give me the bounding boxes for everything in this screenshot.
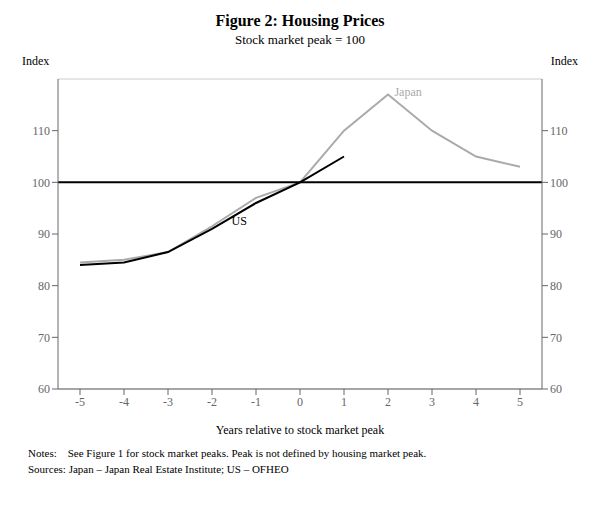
- svg-text:90: 90: [550, 227, 562, 241]
- svg-text:-5: -5: [75, 395, 85, 409]
- html-text:Stock market peak = 100: Stock market peak = 100: [235, 32, 365, 47]
- svg-text:-3: -3: [163, 395, 173, 409]
- svg-text:US: US: [232, 214, 247, 228]
- svg-text:5: 5: [517, 395, 523, 409]
- svg-text:90: 90: [38, 227, 50, 241]
- svg-text:-4: -4: [119, 395, 129, 409]
- html-text:Sources: Japan – Japan Real Es: Sources: Japan – Japan Real Estate Insti…: [28, 463, 289, 475]
- svg-text:110: 110: [32, 124, 50, 138]
- svg-text:-2: -2: [207, 395, 217, 409]
- svg-text:2: 2: [385, 395, 391, 409]
- svg-text:Japan: Japan: [394, 85, 421, 99]
- svg-text:Years relative to stock market: Years relative to stock market peak: [216, 423, 384, 437]
- svg-text:80: 80: [38, 279, 50, 293]
- svg-text:70: 70: [38, 331, 50, 345]
- svg-text:110: 110: [550, 124, 568, 138]
- svg-text:4: 4: [473, 395, 479, 409]
- svg-text:60: 60: [550, 382, 562, 396]
- svg-text:70: 70: [550, 331, 562, 345]
- svg-text:-1: -1: [251, 395, 261, 409]
- svg-text:1: 1: [341, 395, 347, 409]
- svg-text:60: 60: [38, 382, 50, 396]
- svg-text:80: 80: [550, 279, 562, 293]
- svg-text:3: 3: [429, 395, 435, 409]
- html-text:Index: Index: [550, 54, 578, 68]
- html-text:Figure 2: Housing Prices: Figure 2: Housing Prices: [215, 12, 385, 29]
- svg-text:0: 0: [297, 395, 303, 409]
- html-text:Notes: See Figure 1 for stock: Notes: See Figure 1 for stock market pea…: [28, 447, 427, 459]
- svg-text:100: 100: [32, 176, 50, 190]
- html-text:Index: Index: [22, 54, 50, 68]
- svg-text:100: 100: [550, 176, 568, 190]
